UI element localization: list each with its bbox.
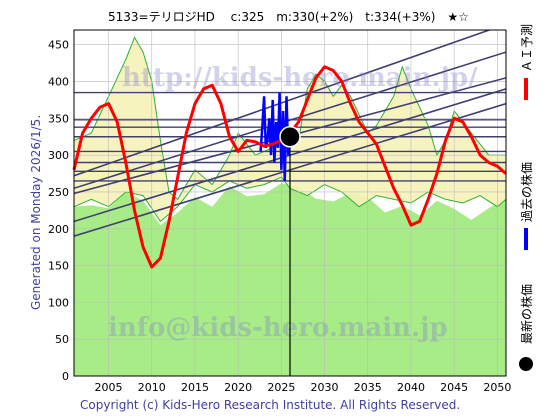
- legend-label: 過去の株価: [519, 162, 534, 222]
- y-tick-label: 100: [48, 296, 69, 309]
- y-tick-label: 150: [48, 260, 69, 273]
- watermark-bottom: info@kids-hero.main.jp: [108, 313, 448, 343]
- y-tick-label: 350: [48, 112, 69, 125]
- x-tick-labels: 2005 2010 2015 2020 2025 2030 2035 2040 2045 2050: [95, 381, 512, 394]
- generated-date-label: Generated on Monday 2026/1/5.: [29, 115, 43, 310]
- latest-point-layer: [279, 125, 301, 148]
- x-tick-label: 2005: [95, 381, 123, 394]
- plot-frame: [73, 29, 507, 377]
- legend-label: ＡＩ予測: [520, 24, 534, 72]
- trend-line: [74, 30, 492, 177]
- band-fill: [74, 37, 506, 222]
- x-tick-label: 2045: [440, 381, 468, 394]
- latest-price-marker: [279, 125, 301, 148]
- chart-title: 5133=テリロジHD c:325 m:330(+2%) t:334(+3%) …: [108, 10, 469, 24]
- trend-line: [74, 51, 506, 190]
- y-tick-label: 450: [48, 39, 69, 52]
- legend-swatch: [519, 357, 533, 371]
- y-tick-label: 200: [48, 223, 69, 236]
- y-tick-label: 250: [48, 186, 69, 199]
- x-tick-label: 2050: [483, 381, 511, 394]
- x-tick-label: 2010: [138, 381, 166, 394]
- watermark-top: http://kids-hero.main.jp/: [122, 63, 478, 93]
- y-tick-label: 0: [62, 370, 69, 383]
- x-tick-label: 2040: [397, 381, 425, 394]
- x-tick-label: 2015: [181, 381, 209, 394]
- x-tick-label: 2035: [354, 381, 382, 394]
- legend-label: 最新の株価: [519, 284, 534, 344]
- watermark-layer: http://kids-hero.main.jp/ info@kids-hero…: [108, 63, 478, 343]
- y-tick-label: 300: [48, 149, 69, 162]
- y-tick-label: 50: [55, 333, 69, 346]
- x-tick-label: 2025: [267, 381, 295, 394]
- y-tick-labels: 0 50 100 150 200 250 300 350 400 450: [48, 39, 69, 383]
- y-tick-label: 400: [48, 76, 69, 89]
- x-tick-label: 2020: [224, 381, 252, 394]
- copyright-footer: Copyright (c) Kids-Hero Research Institu…: [80, 398, 460, 412]
- x-tick-label: 2030: [311, 381, 339, 394]
